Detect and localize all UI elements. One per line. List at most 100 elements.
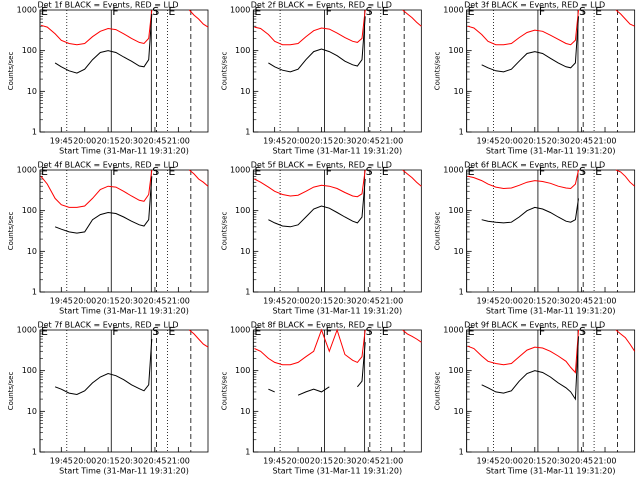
y-tick-label: 100: [235, 366, 250, 375]
y-axis-label: Counts/sec: [7, 212, 15, 251]
x-tick-label: 20:45: [143, 457, 166, 466]
event-label: E: [41, 165, 48, 178]
x-tick-label: 20:30: [120, 137, 143, 146]
event-label: S: [366, 5, 373, 18]
event-label: S: [152, 165, 159, 178]
y-tick-label: 10: [27, 407, 37, 416]
y-tick-label: 100: [22, 206, 37, 215]
chart-title: Det 5f BLACK = Events, RED = LLD: [251, 161, 392, 170]
data-line: [254, 328, 422, 366]
data-line: [188, 329, 209, 348]
x-tick-label: 20:00: [500, 297, 523, 306]
y-tick-label: 10: [240, 407, 250, 416]
data-line: [467, 169, 636, 190]
data-line: [254, 169, 422, 198]
y-tick-label: 100: [448, 46, 463, 55]
y-tick-label: 10: [453, 87, 463, 96]
y-tick-label: 1000: [17, 6, 37, 15]
event-label: E: [382, 5, 389, 18]
x-tick-label: 20:30: [333, 457, 356, 466]
chart-title: Det 9f BLACK = Events, RED = LLD: [464, 321, 605, 330]
plot-frame: [466, 329, 636, 453]
x-tick-label: 20:15: [310, 137, 333, 146]
x-tick-label: 19:45: [50, 137, 73, 146]
event-label: E: [168, 325, 175, 338]
x-tick-label: 21:00: [593, 297, 616, 306]
x-tick-label: 20:15: [523, 297, 546, 306]
y-tick-label: 1: [32, 288, 37, 297]
event-label: E: [595, 325, 602, 338]
x-tick-label: 19:45: [263, 457, 286, 466]
x-tick-label: 20:45: [570, 137, 593, 146]
x-tick-label: 19:45: [50, 457, 73, 466]
x-tick-label: 20:45: [570, 457, 593, 466]
y-tick-label: 100: [448, 366, 463, 375]
x-tick-label: 20:30: [547, 137, 570, 146]
event-label: E: [254, 165, 261, 178]
event-label: E: [595, 5, 602, 18]
x-tick-label: 20:45: [143, 297, 166, 306]
x-tick-label: 21:00: [167, 457, 190, 466]
x-axis-label: Start Time (31-Mar-11 19:31:20): [273, 467, 403, 476]
x-tick-label: 20:30: [120, 297, 143, 306]
x-tick-label: 21:00: [380, 137, 403, 146]
event-label: E: [468, 5, 475, 18]
x-tick-label: 20:30: [333, 297, 356, 306]
event-label: F: [112, 325, 118, 338]
x-axis-label: Start Time (31-Mar-11 19:31:20): [273, 307, 403, 316]
x-tick-label: 21:00: [380, 457, 403, 466]
plot-frame: [466, 169, 636, 293]
y-tick-label: 100: [448, 206, 463, 215]
y-tick-label: 1: [32, 448, 37, 457]
x-axis-label: Start Time (31-Mar-11 19:31:20): [486, 467, 616, 476]
event-label: S: [579, 325, 586, 338]
y-tick-label: 1: [245, 448, 250, 457]
y-tick-label: 10: [453, 407, 463, 416]
chart-title: Det 3f BLACK = Events, RED = LLD: [464, 1, 605, 10]
data-line: [40, 169, 209, 208]
event-label: F: [539, 325, 545, 338]
x-tick-label: 20:00: [287, 457, 310, 466]
y-tick-label: 1000: [230, 166, 250, 175]
x-tick-label: 20:30: [547, 457, 570, 466]
y-tick-label: 10: [240, 87, 250, 96]
y-tick-label: 1000: [443, 6, 463, 15]
y-tick-label: 1000: [443, 166, 463, 175]
event-label: E: [468, 165, 475, 178]
x-tick-label: 19:45: [476, 297, 499, 306]
x-axis-label: Start Time (31-Mar-11 19:31:20): [273, 147, 403, 156]
x-tick-label: 21:00: [593, 137, 616, 146]
x-tick-label: 20:00: [73, 137, 96, 146]
chart-title: Det 2f BLACK = Events, RED = LLD: [251, 1, 392, 10]
y-axis-label: Counts/sec: [220, 212, 228, 251]
y-axis-label: Counts/sec: [220, 372, 228, 411]
plot-frame: [252, 9, 422, 133]
chart-title: Det 4f BLACK = Events, RED = LLD: [37, 161, 178, 170]
y-tick-label: 1: [32, 128, 37, 137]
x-tick-label: 20:15: [97, 137, 120, 146]
event-label: F: [539, 5, 545, 18]
y-tick-label: 100: [22, 46, 37, 55]
event-label: S: [366, 165, 373, 178]
y-axis-label: Counts/sec: [220, 52, 228, 91]
x-axis-label: Start Time (31-Mar-11 19:31:20): [59, 467, 189, 476]
x-tick-label: 20:15: [310, 457, 333, 466]
x-tick-label: 20:15: [97, 457, 120, 466]
event-label: E: [468, 325, 475, 338]
chart-title: Det 7f BLACK = Events, RED = LLD: [37, 321, 178, 330]
event-label: E: [254, 5, 261, 18]
event-label: E: [595, 165, 602, 178]
x-tick-label: 20:00: [73, 457, 96, 466]
data-line: [481, 16, 579, 73]
y-tick-label: 1000: [17, 166, 37, 175]
y-tick-label: 1: [245, 288, 250, 297]
event-label: F: [326, 5, 332, 18]
x-tick-label: 20:15: [310, 297, 333, 306]
x-tick-label: 20:30: [333, 137, 356, 146]
x-tick-label: 19:45: [476, 137, 499, 146]
y-tick-label: 1000: [230, 6, 250, 15]
y-axis-label: Counts/sec: [434, 212, 442, 251]
y-tick-label: 10: [27, 87, 37, 96]
data-line: [54, 338, 153, 396]
y-tick-label: 1: [459, 448, 464, 457]
